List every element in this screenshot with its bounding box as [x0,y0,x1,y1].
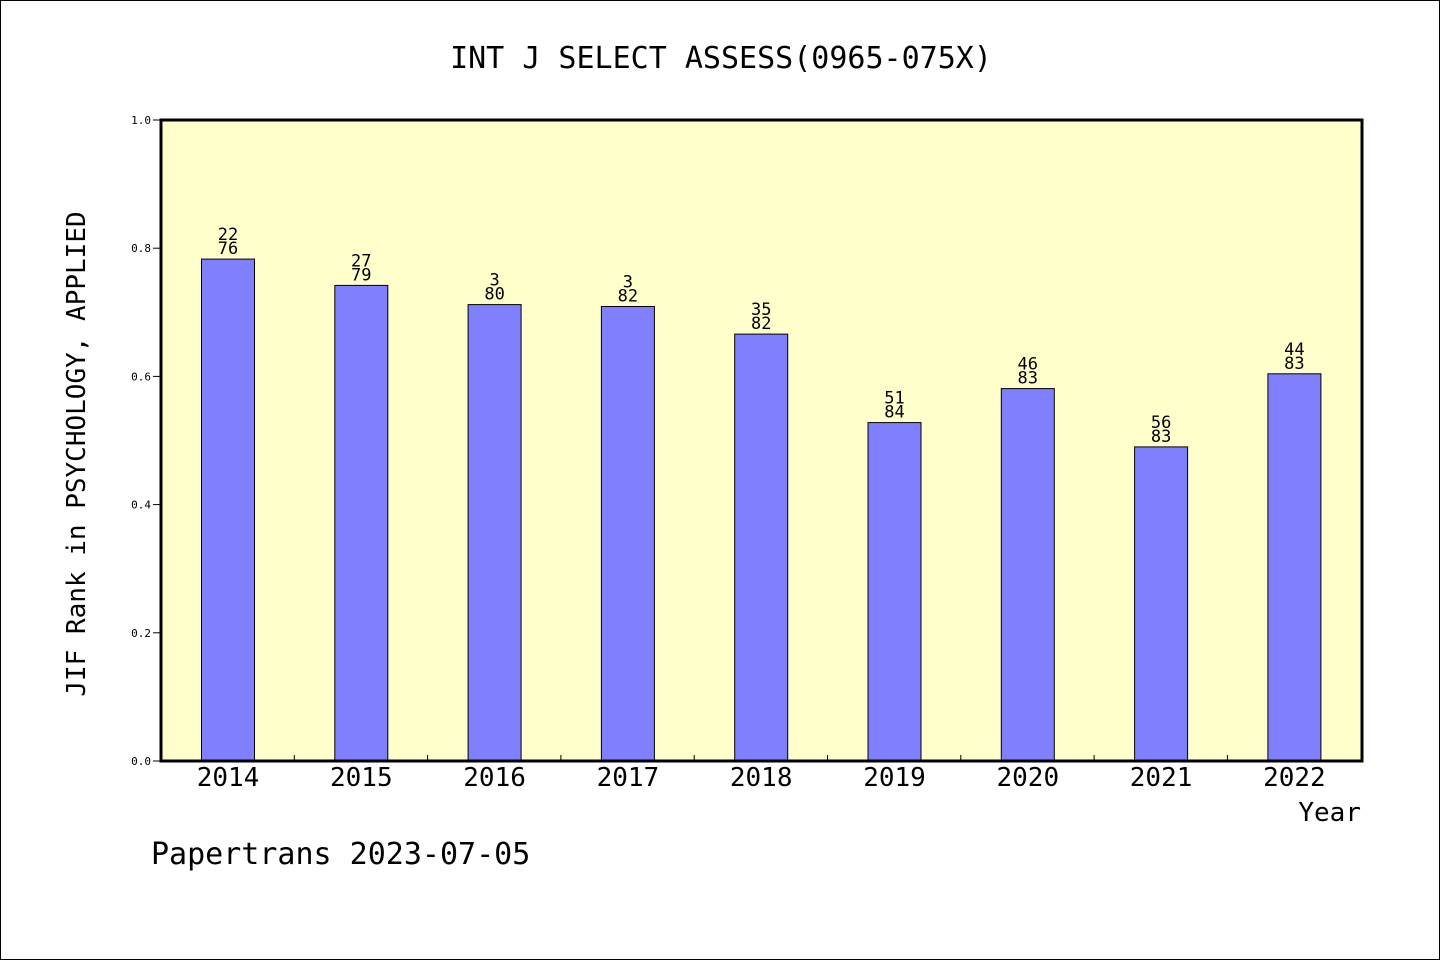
x-tick-label-2020: 2020 [996,763,1059,793]
bar-label-rank-2016: 3 [489,271,499,291]
x-tick-label-2018: 2018 [730,763,793,793]
y-tick-label: 0.0 [131,755,151,768]
x-tick-label-2022: 2022 [1263,763,1326,793]
bar-label-total-2015: 79 [351,265,371,285]
bar-label-rank-2015: 27 [351,251,371,271]
bar-label-total-2016: 80 [484,285,504,305]
bar-label-total-2018: 82 [751,314,771,334]
bar-label-rank-2019: 51 [884,389,904,409]
bar-2018 [734,333,789,762]
x-axis-title: Year [1298,798,1361,828]
x-tick-label-2014: 2014 [197,763,260,793]
x-tick-label-2016: 2016 [463,763,526,793]
x-tick-label-2021: 2021 [1130,763,1193,793]
x-tick-label-2015: 2015 [330,763,393,793]
x-tick-label-2019: 2019 [863,763,926,793]
bar-label-total-2022: 83 [1284,354,1304,374]
footer-credit: Papertrans 2023-07-05 [151,837,530,872]
bar-label-rank-2014: 22 [218,225,238,245]
y-tick-label: 0.2 [131,627,151,640]
bar-label-rank-2017: 3 [623,273,633,293]
y-axis: 0.0 0.2 0.4 0.6 0.8 1.0 [131,114,161,768]
bar-label-rank-2022: 44 [1284,340,1304,360]
bar-2016 [467,304,522,762]
bar-2017 [600,306,655,762]
bar-label-total-2017: 82 [618,287,638,307]
bar-2022 [1267,373,1322,762]
bar-label-total-2019: 84 [884,403,904,423]
bar-label-total-2021: 83 [1151,427,1171,447]
chart-title: INT J SELECT ASSESS(0965-075X) [450,41,992,76]
bar-2019 [867,422,922,762]
bar-2014 [201,258,255,762]
bar-2020 [1000,388,1055,762]
y-tick-label: 1.0 [131,114,151,127]
y-axis-title: JIF Rank in PSYCHOLOGY, APPLIED [62,211,92,696]
bar-2021 [1134,446,1189,762]
bar-label-total-2014: 76 [218,239,238,259]
x-axis: 2014 2015 2016 2017 2018 2019 2020 2021 2022 [197,755,1326,793]
y-tick-label: 0.4 [131,499,151,512]
bars-layer [201,258,1322,762]
y-tick-label: 0.6 [131,370,151,383]
bar-2015 [334,284,389,762]
plot-frame [159,118,1364,763]
bar-label-rank-2018: 35 [751,300,771,320]
bar-label-total-2020: 83 [1018,369,1038,389]
bar-label-rank-2020: 46 [1018,355,1038,375]
bar-label-rank-2021: 56 [1151,413,1171,433]
y-tick-label: 0.8 [131,242,151,255]
x-tick-label-2017: 2017 [597,763,660,793]
